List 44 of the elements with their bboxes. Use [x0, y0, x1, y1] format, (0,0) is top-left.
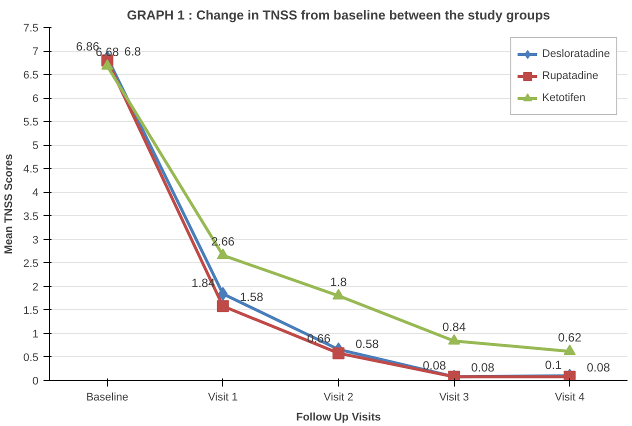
y-tick-label: 4.5 — [23, 164, 39, 176]
y-tick-label: 6.5 — [23, 70, 39, 82]
point — [332, 288, 344, 300]
point — [101, 59, 114, 70]
data-label: 1.58 — [240, 290, 264, 304]
x-tick-label: Baseline — [86, 392, 128, 404]
data-label: 6.8 — [124, 44, 142, 58]
y-tick-label: 7 — [32, 46, 39, 58]
x-tick-label: Visit 3 — [439, 392, 469, 404]
data-label: 0.58 — [356, 337, 380, 352]
y-axis-title: Mean TNSS Scores — [3, 154, 16, 254]
point — [216, 300, 229, 312]
y-tick-label: 2 — [32, 281, 39, 294]
data-label: 0.1 — [545, 358, 562, 372]
y-tick-label: 5.5 — [23, 116, 39, 129]
data-label: 0.08 — [422, 358, 446, 373]
x-tick-label: Visit 4 — [554, 392, 585, 404]
y-tick-label: 4 — [32, 187, 39, 200]
legend-label: Desloratadine — [542, 48, 610, 60]
y-tick-label: 6 — [32, 93, 39, 106]
legend-label: Rupatadine — [542, 70, 598, 82]
data-label: 0.08 — [471, 360, 495, 375]
y-tick-label: 3 — [32, 234, 39, 246]
x-axis-title: Follow Up Visits — [296, 412, 381, 424]
y-tick-label: 0.5 — [23, 352, 39, 364]
y-tick-label: 1 — [32, 328, 39, 340]
y-tick-label: 1.5 — [23, 304, 39, 317]
point — [564, 344, 576, 355]
point — [332, 347, 344, 360]
data-label: 0.62 — [558, 330, 582, 344]
y-tick-label: 2.5 — [23, 258, 39, 270]
legend-label: Ketotifen — [542, 92, 586, 104]
y-tick-label: 0 — [32, 376, 39, 388]
x-tick-label: Visit 2 — [324, 392, 354, 404]
x-tick-label: Visit 1 — [208, 392, 238, 404]
point — [448, 334, 460, 345]
point — [216, 248, 229, 259]
data-label: 1.8 — [330, 274, 348, 289]
data-label: 0.84 — [442, 320, 466, 334]
y-tick-label: 3.5 — [23, 210, 39, 223]
data-label: 0.08 — [586, 360, 610, 375]
y-tick-label: 5 — [32, 140, 39, 152]
chart-title: GRAPH 1 : Change in TNSS from baseline between the study groups — [126, 8, 550, 22]
y-tick-label: 7.5 — [23, 22, 39, 34]
